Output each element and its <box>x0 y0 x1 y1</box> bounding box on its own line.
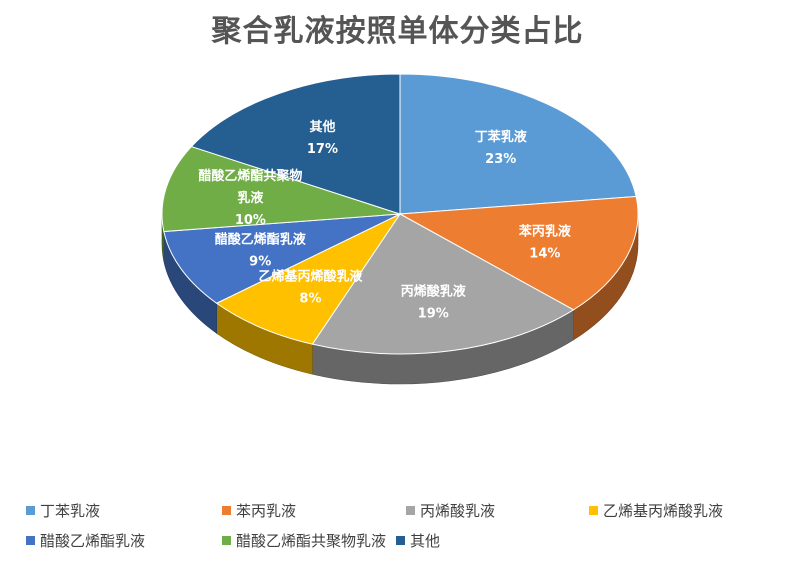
slice-value-6: 10% <box>235 213 266 228</box>
legend-swatch-5 <box>26 536 35 545</box>
slice-label-2: 苯丙乳液 14% <box>518 224 571 262</box>
legend-row-1: 丁苯乳液 苯丙乳液 丙烯酸乳液 乙烯基丙烯酸乳液 <box>26 500 786 530</box>
legend-item-6: 醋酸乙烯酯共聚物乳液 <box>222 530 386 551</box>
slice-name-6: 醋酸乙烯酯共聚物 <box>198 168 302 184</box>
legend-label-3: 丙烯酸乳液 <box>420 502 496 520</box>
slice-name-6: 乳液 <box>237 190 263 206</box>
legend-swatch-4 <box>589 506 598 515</box>
slice-name-3: 丙烯酸乳液 <box>401 283 466 299</box>
slice-name-4: 乙烯基丙烯酸乳液 <box>258 268 362 284</box>
pie-slice-6 <box>161 145 401 233</box>
slice-label-7: 其他 17% <box>307 119 338 157</box>
slice-label-1: 丁苯乳液 23% <box>475 129 527 167</box>
pie-labels: 丁苯乳液 23% 苯丙乳液 14% 丙烯酸乳液 19% 乙烯基丙烯酸乳液 8% 醋酸乙烯酯乳液 9… <box>198 119 571 322</box>
slice-value-4: 8% <box>299 291 321 306</box>
legend-swatch-2 <box>222 506 231 515</box>
slice-label-4: 乙烯基丙烯酸乳液 8% <box>258 268 362 306</box>
legend-label-1: 丁苯乳液 <box>40 502 101 520</box>
legend-row-2: 醋酸乙烯酯乳液 醋酸乙烯酯共聚物乳液 其他 <box>26 530 786 560</box>
legend-item-4: 乙烯基丙烯酸乳液 <box>589 500 723 521</box>
slice-name-7: 其他 <box>309 119 335 135</box>
slice-name-1: 丁苯乳液 <box>475 129 527 145</box>
legend-item-3: 丙烯酸乳液 <box>406 500 495 521</box>
pie-slice-2 <box>398 195 639 311</box>
slice-label-6: 醋酸乙烯酯共聚物乳液 10% <box>198 168 302 228</box>
pie-slice-4 <box>215 212 402 345</box>
legend-label-4: 乙烯基丙烯酸乳液 <box>603 502 724 520</box>
pie-slice-3 <box>311 213 575 355</box>
slice-value-7: 17% <box>307 142 338 157</box>
legend-label-7: 其他 <box>410 532 441 550</box>
slice-value-1: 23% <box>485 152 516 167</box>
legend-label-2: 苯丙乳液 <box>236 502 297 520</box>
slice-name-2: 苯丙乳液 <box>518 224 571 240</box>
legend-swatch-7 <box>396 536 405 545</box>
legend-item-1: 丁苯乳液 <box>26 500 100 521</box>
legend-item-7: 其他 <box>396 530 440 551</box>
legend-swatch-6 <box>222 536 231 545</box>
slice-label-5: 醋酸乙烯酯乳液 9% <box>215 232 306 270</box>
slice-value-2: 14% <box>529 247 560 262</box>
slice-value-3: 19% <box>418 306 449 321</box>
legend-swatch-1 <box>26 506 35 515</box>
legend: 丁苯乳液 苯丙乳液 丙烯酸乳液 乙烯基丙烯酸乳液 醋酸乙烯酯乳液 醋酸 <box>26 500 786 560</box>
pie-top <box>161 73 639 355</box>
pie-slice-7 <box>190 73 401 215</box>
slice-name-5: 醋酸乙烯酯乳液 <box>215 232 306 248</box>
legend-item-2: 苯丙乳液 <box>222 500 296 521</box>
pie-slice-5 <box>163 213 401 304</box>
legend-label-6: 醋酸乙烯酯共聚物乳液 <box>236 532 387 550</box>
slice-value-5: 9% <box>249 255 271 270</box>
legend-swatch-3 <box>406 506 415 515</box>
legend-label-5: 醋酸乙烯酯乳液 <box>40 532 146 550</box>
legend-item-5: 醋酸乙烯酯乳液 <box>26 530 145 551</box>
pie-slice-1 <box>399 73 637 215</box>
chart-title: 聚合乳液按照单体分类占比 <box>211 14 584 49</box>
slice-label-3: 丙烯酸乳液 19% <box>401 283 466 321</box>
